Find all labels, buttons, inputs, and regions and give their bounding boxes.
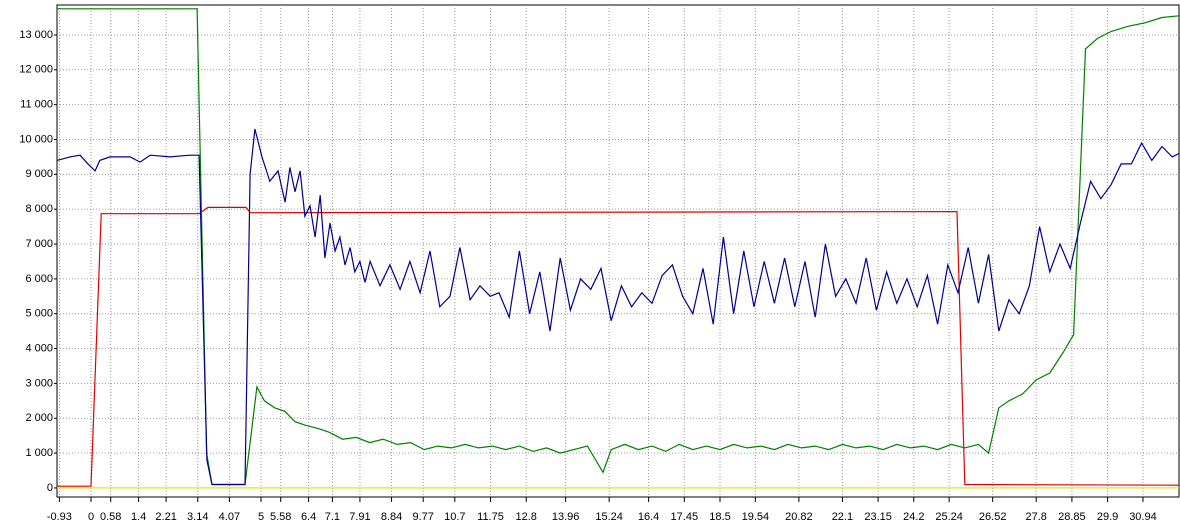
x-tick-label: 12.8 bbox=[515, 511, 536, 523]
x-tick-label: 19.54 bbox=[742, 511, 770, 523]
x-tick-label: 0.58 bbox=[100, 511, 121, 523]
y-tick-label: 9 000 bbox=[25, 168, 53, 180]
y-tick-label: 7 000 bbox=[25, 238, 53, 250]
x-tick-label: 1.4 bbox=[131, 511, 146, 523]
data-line bbox=[57, 206, 1180, 487]
y-tick-label: 5 000 bbox=[25, 308, 53, 320]
x-tick-label: 8.84 bbox=[381, 511, 402, 523]
data-line bbox=[56, 128, 1180, 486]
x-tick-label: 6.4 bbox=[301, 511, 316, 523]
x-tick-label: -0.93 bbox=[47, 511, 72, 523]
x-tick-label: 4.07 bbox=[219, 511, 240, 523]
x-tick-label: 5 bbox=[258, 511, 264, 523]
x-tick-label: 11.75 bbox=[477, 511, 504, 523]
x-tick-label: 24.2 bbox=[903, 511, 924, 523]
x-tick-label: 28.85 bbox=[1058, 511, 1086, 523]
x-tick-label: 29.9 bbox=[1097, 511, 1118, 523]
y-tick-label: 2 000 bbox=[25, 412, 53, 424]
y-tick-label: 0 bbox=[47, 482, 53, 494]
y-tick-label: 4 000 bbox=[25, 342, 53, 354]
x-tick-label: 9.77 bbox=[412, 511, 433, 523]
x-tick-label: 27.8 bbox=[1025, 511, 1046, 523]
x-tick-label: 18.5 bbox=[709, 511, 730, 523]
data-line bbox=[57, 8, 1180, 486]
x-tick-label: 25.24 bbox=[935, 511, 963, 523]
y-tick-label: 13 000 bbox=[19, 29, 53, 41]
x-tick-label: 0 bbox=[88, 511, 94, 523]
y-tick-label: 11 000 bbox=[20, 99, 53, 111]
y-tick-label: 8 000 bbox=[25, 203, 53, 215]
y-tick-label: 12 000 bbox=[19, 64, 53, 76]
x-tick-label: 30.94 bbox=[1129, 511, 1157, 523]
x-tick-label: 26.52 bbox=[979, 511, 1007, 523]
x-tick-label: 20.82 bbox=[785, 511, 813, 523]
y-tick-label: 6 000 bbox=[25, 273, 53, 285]
x-tick-label: 7.91 bbox=[349, 511, 370, 523]
x-tick-label: 23.15 bbox=[864, 511, 892, 523]
x-tick-label: 16.4 bbox=[638, 511, 659, 523]
x-tick-label: 15.24 bbox=[595, 511, 623, 523]
y-tick-label: 10 000 bbox=[19, 133, 53, 145]
x-tick-label: 17.45 bbox=[671, 511, 699, 523]
x-tick-label: 7.1 bbox=[325, 511, 340, 523]
x-tick-label: 2.21 bbox=[155, 511, 176, 523]
x-tick-label: 3.14 bbox=[187, 511, 208, 523]
y-tick-label: 1 000 bbox=[25, 447, 53, 459]
y-tick-label: 3 000 bbox=[25, 377, 53, 389]
x-tick-label: 13.96 bbox=[552, 511, 580, 523]
x-tick-label: 22.1 bbox=[832, 511, 853, 523]
plot-frame bbox=[56, 4, 1180, 498]
x-tick-label: 10.7 bbox=[444, 511, 465, 523]
x-tick-label: 5.58 bbox=[270, 511, 291, 523]
